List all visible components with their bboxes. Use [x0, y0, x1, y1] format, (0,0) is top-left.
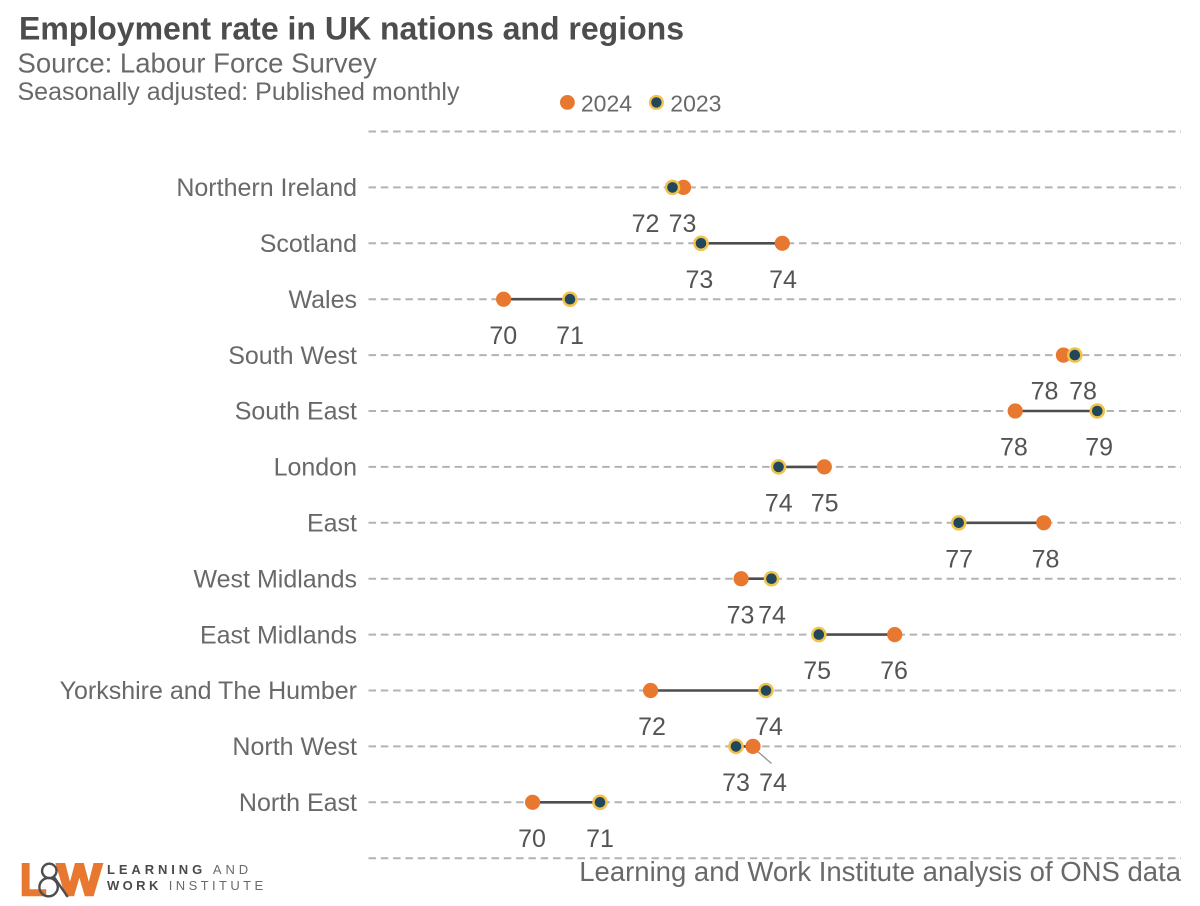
svg-text:73: 73	[727, 601, 755, 629]
svg-text:West Midlands: West Midlands	[194, 565, 358, 593]
svg-text:70: 70	[518, 825, 546, 853]
svg-text:71: 71	[556, 322, 584, 350]
svg-text:74: 74	[755, 713, 783, 741]
svg-text:78: 78	[1000, 434, 1028, 462]
svg-text:Wales: Wales	[288, 286, 357, 314]
svg-text:East: East	[307, 510, 357, 538]
svg-text:73: 73	[722, 769, 750, 797]
svg-text:72: 72	[638, 713, 666, 741]
svg-text:72: 72	[632, 210, 660, 238]
svg-text:LEARNING AND: LEARNING AND	[107, 862, 252, 877]
svg-text:77: 77	[945, 545, 973, 573]
svg-text:South East: South East	[235, 398, 357, 426]
svg-text:Yorkshire and The Humber: Yorkshire and The Humber	[60, 677, 357, 705]
svg-text:Seasonally adjusted: Published: Seasonally adjusted: Published monthly	[18, 78, 460, 106]
svg-text:74: 74	[758, 601, 786, 629]
svg-text:2024: 2024	[581, 90, 632, 116]
svg-text:East Midlands: East Midlands	[200, 621, 357, 649]
svg-text:Northern Ireland: Northern Ireland	[176, 174, 357, 202]
svg-text:73: 73	[685, 266, 713, 294]
svg-text:78: 78	[1069, 378, 1097, 406]
svg-text:74: 74	[765, 490, 793, 518]
svg-text:North West: North West	[232, 733, 357, 761]
svg-text:73: 73	[669, 210, 697, 238]
svg-text:South West: South West	[228, 342, 357, 370]
svg-text:Source: Labour Force Survey: Source: Labour Force Survey	[18, 48, 377, 79]
svg-text:74: 74	[759, 769, 787, 797]
svg-text:79: 79	[1085, 434, 1113, 462]
svg-text:North East: North East	[239, 789, 357, 817]
svg-text:71: 71	[586, 825, 614, 853]
svg-text:76: 76	[880, 657, 908, 685]
svg-text:74: 74	[769, 266, 797, 294]
svg-text:75: 75	[803, 657, 831, 685]
svg-text:2023: 2023	[670, 90, 721, 116]
svg-text:Employment rate in UK nations: Employment rate in UK nations and region…	[19, 11, 684, 47]
svg-text:70: 70	[489, 322, 517, 350]
svg-text:Learning and Work Institute an: Learning and Work Institute analysis of …	[579, 856, 1181, 887]
svg-text:78: 78	[1032, 545, 1060, 573]
svg-text:75: 75	[811, 490, 839, 518]
svg-text:WORK INSTITUTE: WORK INSTITUTE	[107, 878, 267, 893]
svg-text:London: London	[274, 454, 357, 482]
svg-text:78: 78	[1031, 378, 1059, 406]
svg-text:Scotland: Scotland	[260, 230, 357, 258]
